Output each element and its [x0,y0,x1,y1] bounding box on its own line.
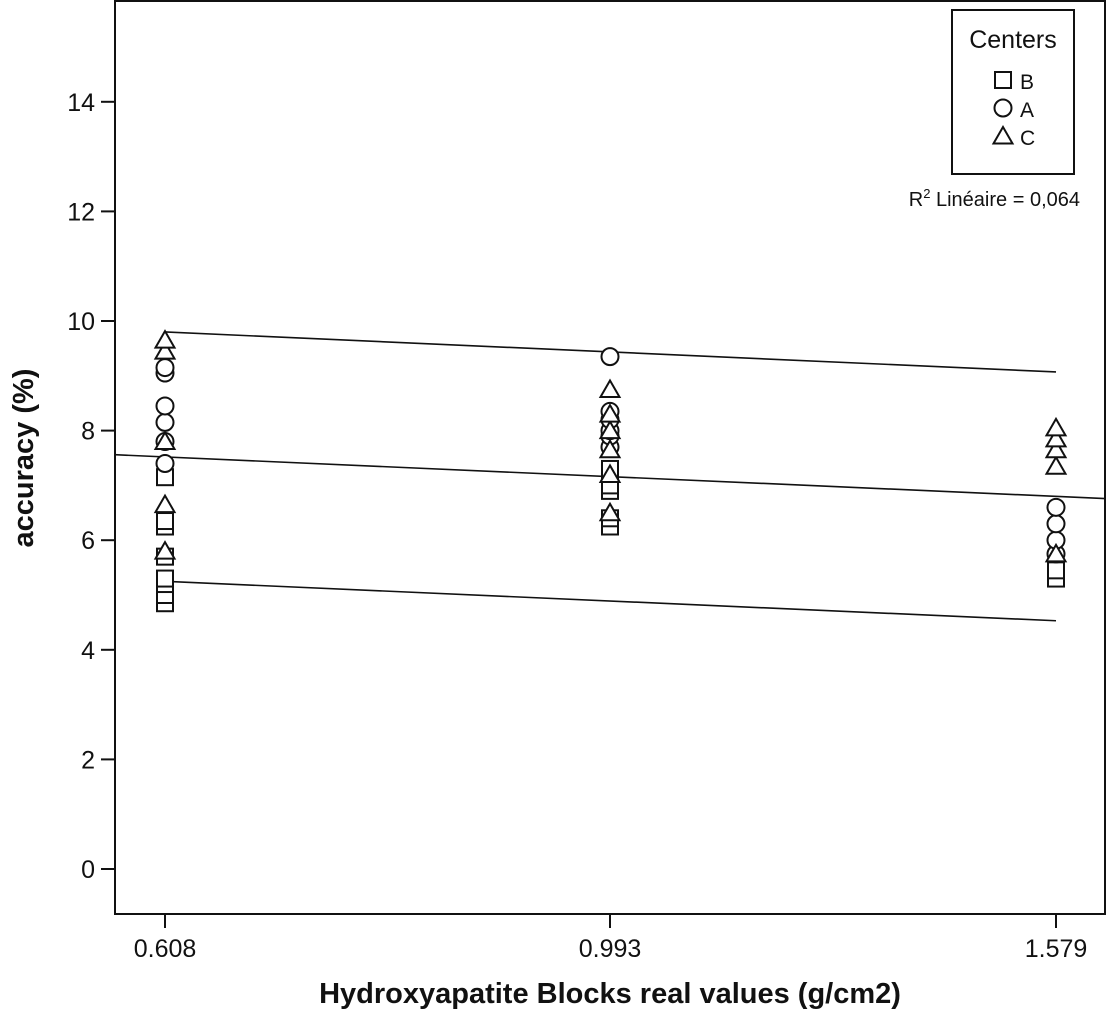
data-point-triangle [598,378,622,398]
x-axis: 0.608 0.993 1.579 [134,914,1088,963]
data-point-triangle [153,329,177,349]
r-squared-text: Linéaire = 0,064 [930,189,1080,211]
data-point-circle [155,358,175,378]
data-point-triangle [153,430,177,451]
r-squared-prefix: R [909,189,923,211]
x-tick-label: 1.579 [1025,935,1088,963]
data-point-triangle [1044,416,1068,437]
legend-title: Centers [969,26,1057,54]
legend-label: B [1020,71,1034,94]
series-B [156,459,1065,613]
y-tick-label: 10 [67,308,95,336]
legend-box [951,9,1075,175]
data-point-triangle [1044,438,1068,459]
series-C [153,329,1068,563]
r-squared-sup: 2 [923,186,930,201]
data-point-square [156,569,174,588]
data-point-circle [600,347,620,367]
data-point-triangle [1044,427,1068,448]
legend-marker-circle [993,98,1013,118]
data-point-circle [155,396,175,416]
data-point-triangle [598,403,622,423]
x-tick-label: 0.993 [579,935,642,963]
data-point-triangle [598,438,622,459]
data-point-triangle [1044,542,1068,563]
data-point-square [1047,561,1065,580]
x-tick-label: 0.608 [134,935,197,963]
y-tick-label: 14 [67,89,95,117]
y-tick-label: 8 [81,418,95,446]
y-tick-label: 0 [81,856,95,884]
x-axis-title: Hydroxyapatite Blocks real values (g/cm2… [319,978,901,1010]
data-point-triangle [598,501,622,522]
data-point-triangle [1044,455,1068,475]
fit-line-lower [164,580,1057,622]
y-tick-label: 2 [81,746,95,774]
y-tick-label: 6 [81,527,95,555]
data-point-circle [1046,497,1066,517]
legend: Centers BAC [951,9,1075,175]
data-point-triangle [153,493,177,514]
legend-marker-triangle [991,124,1015,145]
data-point-circle [155,412,175,432]
data-point-circle [1046,514,1066,534]
data-point-circle [155,453,175,473]
legend-label: C [1020,127,1035,150]
y-tick-label: 4 [81,637,95,665]
r-squared-annotation: R2 Linéaire = 0,064 [909,186,1080,211]
legend-entries: BAC [991,71,1035,150]
y-axis: 0 2 4 6 8 10 12 14 [67,89,115,884]
y-axis-title: accuracy (%) [8,369,40,548]
data-point-square [156,512,174,531]
data-points [153,329,1068,613]
y-tick-label: 12 [67,198,95,226]
data-point-triangle [598,463,622,483]
legend-label: A [1020,99,1034,122]
data-point-triangle [598,419,622,440]
data-point-triangle [153,540,177,560]
data-point-triangle [153,340,177,360]
legend-marker-square [994,71,1012,89]
